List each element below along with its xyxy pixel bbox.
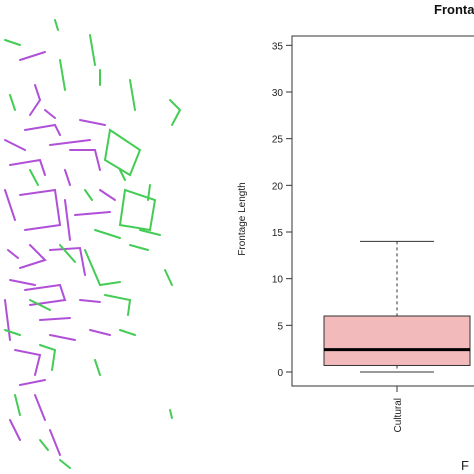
cultural-frontage-segment bbox=[74, 211, 111, 216]
chart-background bbox=[230, 0, 474, 474]
other-frontage-segment bbox=[119, 169, 126, 181]
cultural-frontage-segment bbox=[34, 394, 46, 421]
cultural-frontage-segment bbox=[49, 429, 61, 456]
chart-title: Fronta bbox=[434, 2, 474, 17]
cultural-frontage-segment bbox=[44, 109, 56, 119]
x-tick-label: Cultural bbox=[393, 398, 404, 432]
cultural-frontage-segment bbox=[19, 244, 47, 269]
cultural-frontage-segment bbox=[14, 349, 42, 376]
cultural-frontage-segment bbox=[19, 188, 62, 231]
other-frontage-segment bbox=[139, 229, 161, 236]
other-frontage-segment bbox=[54, 19, 59, 31]
other-frontage-segment bbox=[89, 34, 96, 66]
y-tick-label: 5 bbox=[277, 321, 283, 332]
iqr-box bbox=[323, 315, 471, 366]
other-frontage-segment bbox=[104, 294, 132, 316]
cultural-frontage-segment bbox=[29, 84, 42, 116]
cultural-frontage-segment bbox=[4, 299, 11, 341]
cultural-frontage-segment bbox=[24, 123, 61, 136]
other-frontage-segment bbox=[103, 128, 142, 177]
y-tick-label: 15 bbox=[272, 228, 284, 239]
other-frontage-segment bbox=[29, 299, 51, 311]
other-frontage-segment bbox=[59, 459, 71, 469]
y-tick-label: 35 bbox=[272, 41, 284, 52]
other-frontage-segment bbox=[129, 79, 136, 111]
cultural-frontage-segment bbox=[19, 379, 46, 386]
other-frontage-segment bbox=[169, 409, 173, 419]
other-frontage-segment bbox=[39, 439, 49, 451]
other-frontage-segment bbox=[14, 394, 21, 416]
cultural-frontage-segment bbox=[79, 119, 106, 126]
other-frontage-segment bbox=[94, 359, 101, 376]
other-frontage-segment bbox=[9, 94, 16, 111]
other-frontage-segment bbox=[29, 169, 39, 186]
y-tick-label: 10 bbox=[272, 275, 284, 286]
x-axis-label: F bbox=[461, 458, 469, 473]
other-frontage-segment bbox=[129, 244, 149, 251]
y-tick-label: 0 bbox=[277, 368, 283, 379]
y-tick-label: 20 bbox=[272, 181, 284, 192]
cultural-frontage-segment bbox=[4, 189, 16, 221]
cultural-frontage-segment bbox=[9, 279, 36, 286]
cultural-frontage-segment bbox=[99, 189, 116, 201]
other-frontage-segment bbox=[84, 249, 121, 287]
y-tick-label: 25 bbox=[272, 135, 284, 146]
other-frontage-segments bbox=[4, 19, 182, 469]
other-frontage-segment bbox=[59, 244, 76, 263]
cultural-frontage-segment bbox=[19, 51, 46, 61]
other-frontage-segment bbox=[169, 99, 182, 126]
cultural-frontage-segment bbox=[7, 249, 19, 259]
cultural-frontage-segment bbox=[24, 283, 67, 306]
other-frontage-segment bbox=[94, 229, 121, 239]
y-tick-label: 30 bbox=[272, 88, 284, 99]
other-frontage-segment bbox=[4, 39, 21, 46]
other-frontage-segment bbox=[164, 269, 173, 286]
plot-frame bbox=[291, 35, 474, 387]
cultural-frontage-segment bbox=[49, 334, 76, 341]
other-frontage-segment bbox=[118, 188, 157, 232]
cultural-frontage-segments bbox=[4, 51, 116, 456]
cultural-frontage-segment bbox=[89, 329, 111, 336]
other-frontage-segment bbox=[147, 184, 151, 201]
cultural-frontage-segment bbox=[64, 199, 71, 241]
cultural-frontage-segment bbox=[69, 149, 101, 171]
other-frontage-segment bbox=[84, 189, 93, 201]
cultural-frontage-segment bbox=[49, 246, 86, 276]
y-axis-label: Frontage Length bbox=[237, 182, 248, 255]
other-frontage-segment bbox=[59, 59, 66, 91]
cultural-frontage-segment bbox=[39, 317, 71, 321]
cultural-frontage-segment bbox=[4, 139, 26, 151]
cultural-frontage-segment bbox=[9, 419, 21, 441]
cultural-frontage-segment bbox=[9, 158, 46, 176]
box-cultural: Cultural bbox=[323, 240, 471, 432]
cultural-frontage-segment bbox=[64, 169, 71, 186]
other-frontage-segment bbox=[39, 344, 57, 371]
cultural-frontage-segment bbox=[79, 299, 101, 303]
cultural-frontage-segment bbox=[49, 139, 91, 146]
other-frontage-segment bbox=[119, 329, 136, 336]
other-frontage-segment bbox=[4, 329, 21, 336]
building-frontage-map bbox=[4, 19, 182, 469]
